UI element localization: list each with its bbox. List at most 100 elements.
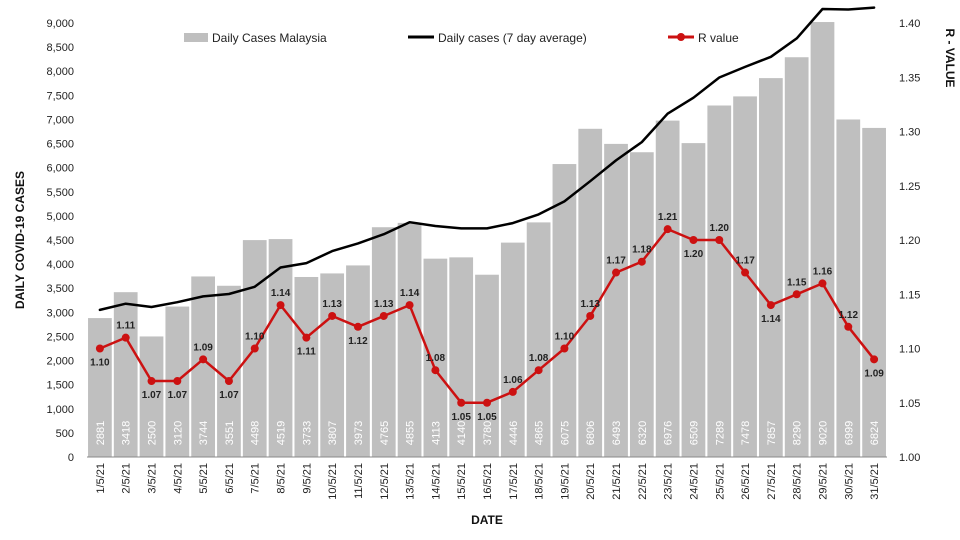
r-value-point xyxy=(663,225,672,234)
x-tick-label: 2/5/21 xyxy=(121,463,133,494)
y-tick-label: 5,500 xyxy=(46,187,74,199)
daily-cases-bars xyxy=(88,22,886,458)
r-value-point xyxy=(431,366,440,375)
r-value-label: 1.10 xyxy=(245,332,265,343)
r-value-point xyxy=(379,311,388,320)
x-tick-label: 6/5/21 xyxy=(224,463,236,494)
bar xyxy=(526,222,551,457)
x-tick-label: 1/5/21 xyxy=(95,463,107,494)
y-tick-label: 9,000 xyxy=(46,18,74,30)
r-value-point xyxy=(199,355,208,364)
y-tick-label: 8,000 xyxy=(46,66,74,78)
y-tick-label: 3,500 xyxy=(46,283,74,295)
r-value-point xyxy=(844,322,853,331)
bar-value-label: 7289 xyxy=(714,421,726,445)
bar-value-label: 3973 xyxy=(353,421,365,445)
y-tick-label: 1,500 xyxy=(46,380,74,392)
bar-value-label: 9020 xyxy=(817,421,829,445)
bar xyxy=(475,274,499,457)
bar-value-label: 6509 xyxy=(688,421,700,445)
bar-value-label: 4446 xyxy=(508,421,520,445)
y2-tick-label: 1.35 xyxy=(899,72,920,84)
bar-value-label: 6824 xyxy=(869,421,881,445)
bar-value-label: 8290 xyxy=(792,421,804,445)
x-axis-ticks: 1/5/21 2/5/21 3/5/21 4/5/21 5/5/21 6/5/21 7/5/… xyxy=(95,463,881,500)
x-tick-label: 28/5/21 xyxy=(792,463,804,500)
x-axis-title: DATE xyxy=(471,513,503,527)
r-value-point xyxy=(302,333,311,342)
r-value-label: 1.07 xyxy=(142,390,162,401)
r-value-point xyxy=(95,344,104,353)
r-value-label: 1.11 xyxy=(297,347,316,358)
r-value-label: 1.05 xyxy=(477,412,497,423)
seven-day-average-line xyxy=(98,6,876,312)
y2-axis-title: R - VALUE xyxy=(943,28,957,87)
r-value-point xyxy=(483,398,491,407)
bar-value-label: 6493 xyxy=(611,421,623,445)
bar-value-label: 3780 xyxy=(482,421,494,445)
x-tick-label: 23/5/21 xyxy=(663,463,675,500)
bar-value-label: 4113 xyxy=(430,421,442,445)
r-value-point xyxy=(586,311,595,320)
x-tick-label: 21/5/21 xyxy=(611,463,623,500)
bar xyxy=(733,96,757,457)
legend-label-daily-cases: Daily Cases Malaysia xyxy=(212,31,327,45)
r-value-label: 1.11 xyxy=(116,321,135,332)
r-value-label: 1.09 xyxy=(193,342,213,353)
bar-value-label: 3551 xyxy=(224,421,236,445)
x-tick-label: 11/5/21 xyxy=(353,463,365,499)
bar-value-label: 4140 xyxy=(456,421,468,445)
bar-value-label: 4519 xyxy=(276,421,288,445)
bar xyxy=(604,143,628,457)
bar xyxy=(371,227,396,457)
y2-tick-label: 1.05 xyxy=(899,398,920,410)
bar-value-label: 6976 xyxy=(663,421,675,445)
y-tick-label: 3,000 xyxy=(46,307,74,319)
x-tick-label: 4/5/21 xyxy=(172,463,184,494)
bar-value-label: 4765 xyxy=(379,421,391,445)
r-value-point xyxy=(328,311,337,320)
y2-tick-label: 1.40 xyxy=(899,18,920,30)
bar xyxy=(88,318,112,457)
y2-tick-label: 1.30 xyxy=(899,127,920,139)
r-value-label: 1.08 xyxy=(426,353,446,364)
r-value-label: 1.18 xyxy=(632,245,652,256)
bar xyxy=(294,276,319,457)
y2-tick-label: 1.25 xyxy=(899,181,920,193)
r-value-label: 1.14 xyxy=(271,288,291,299)
y-tick-label: 7,500 xyxy=(46,90,74,102)
bar xyxy=(552,164,577,458)
r-value-point xyxy=(121,333,130,342)
bar-value-label: 3807 xyxy=(327,421,339,445)
r-value-label: 1.07 xyxy=(219,390,239,401)
r-value-point xyxy=(766,301,775,310)
x-tick-label: 19/5/21 xyxy=(559,463,571,500)
x-tick-label: 20/5/21 xyxy=(585,463,597,500)
r-value-label: 1.14 xyxy=(761,314,781,325)
bar xyxy=(113,292,138,457)
x-tick-label: 18/5/21 xyxy=(534,463,546,500)
r-value-point xyxy=(353,322,362,331)
bar xyxy=(346,265,370,457)
r-value-label: 1.12 xyxy=(839,310,859,321)
x-tick-label: 29/5/21 xyxy=(817,463,829,500)
x-tick-label: 3/5/21 xyxy=(147,463,159,494)
r-value-point xyxy=(560,344,569,353)
r-value-label: 1.13 xyxy=(580,299,600,310)
y-tick-label: 4,500 xyxy=(46,235,74,247)
r-value-point xyxy=(715,236,724,244)
x-tick-label: 7/5/21 xyxy=(250,463,262,494)
bar xyxy=(500,242,525,457)
r-value-point xyxy=(276,301,285,310)
r-value-series: 1.10 1.11 1.07 1.07 1.09 1.07 1.10 1.14 1.11 1.13… xyxy=(90,212,884,423)
r-value-point xyxy=(224,377,233,386)
bar xyxy=(759,78,783,458)
r-value-point xyxy=(173,377,182,386)
r-value-label: 1.09 xyxy=(864,368,884,379)
r-value-label: 1.08 xyxy=(529,353,549,364)
r-value-label: 1.16 xyxy=(813,266,833,277)
r-value-point xyxy=(534,366,543,375)
x-tick-label: 22/5/21 xyxy=(637,463,649,500)
r-value-point xyxy=(508,387,517,396)
